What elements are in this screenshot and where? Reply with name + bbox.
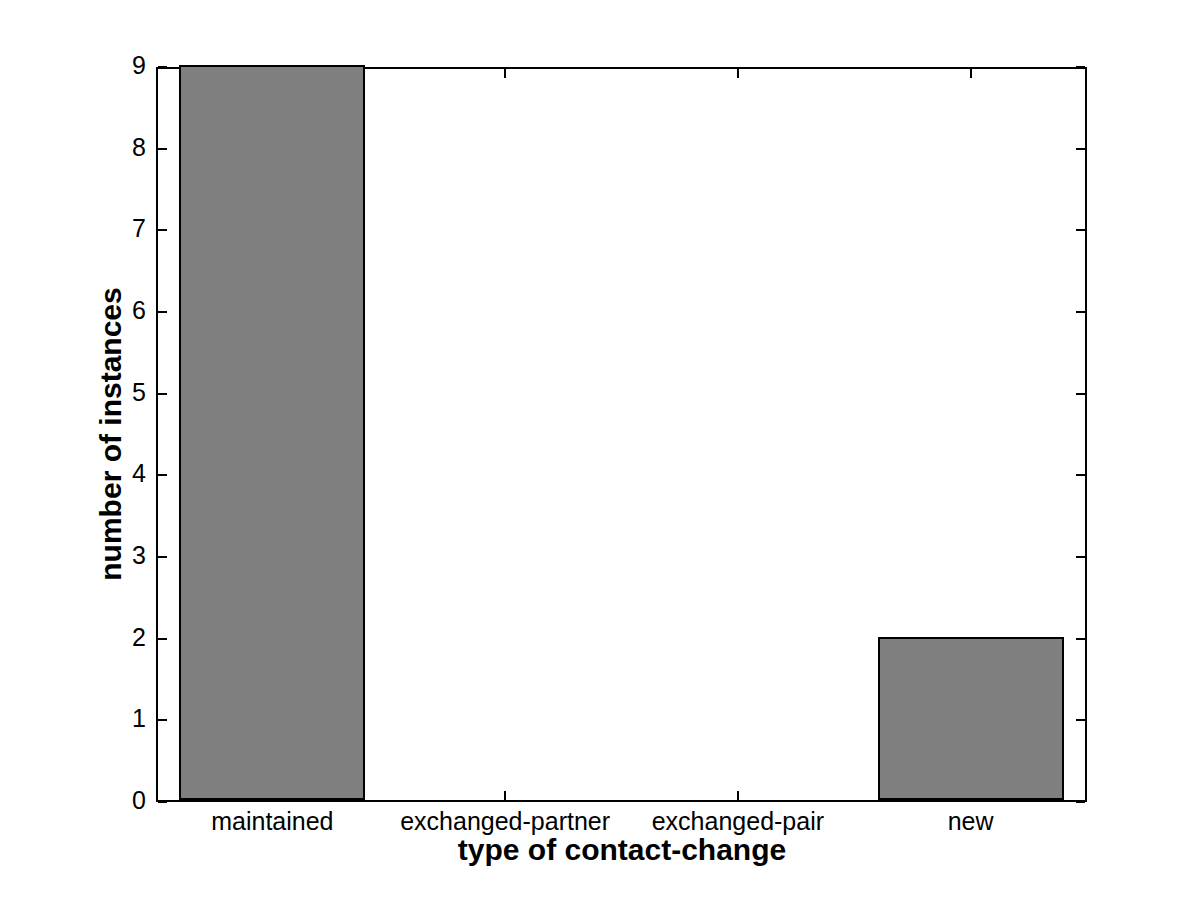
y-tick-left-4 (158, 474, 167, 476)
y-tick-left-3 (158, 556, 167, 558)
bar-maintained (179, 65, 365, 800)
y-tick-right-6 (1076, 311, 1085, 313)
plot-area (156, 67, 1087, 802)
y-tick-left-7 (158, 229, 167, 231)
y-tick-label-1: 1 (38, 703, 146, 733)
y-tick-label-6: 6 (38, 295, 146, 325)
x-tick-bottom-1 (504, 791, 506, 800)
y-tick-left-1 (158, 719, 167, 721)
x-tick-top-3 (970, 69, 972, 78)
y-tick-label-7: 7 (38, 213, 146, 243)
y-tick-right-3 (1076, 556, 1085, 558)
y-tick-label-3: 3 (38, 540, 146, 570)
y-tick-left-5 (158, 393, 167, 395)
y-tick-left-8 (158, 148, 167, 150)
y-tick-label-9: 9 (38, 50, 146, 80)
y-tick-left-6 (158, 311, 167, 313)
y-tick-right-2 (1076, 638, 1085, 640)
x-tick-bottom-2 (737, 791, 739, 800)
y-tick-label-4: 4 (38, 458, 146, 488)
y-tick-right-7 (1076, 229, 1085, 231)
x-tick-top-1 (504, 69, 506, 78)
y-tick-label-8: 8 (38, 132, 146, 162)
bar-new (878, 637, 1064, 800)
y-tick-right-4 (1076, 474, 1085, 476)
y-tick-right-9 (1076, 66, 1085, 68)
x-tick-label-3: new (801, 806, 1141, 836)
figure-canvas: type of contact-change number of instanc… (0, 0, 1201, 901)
x-axis-label: type of contact-change (272, 833, 972, 867)
y-axis-label: number of instances (94, 287, 128, 580)
y-tick-label-2: 2 (38, 622, 146, 652)
y-tick-right-1 (1076, 719, 1085, 721)
y-tick-label-5: 5 (38, 377, 146, 407)
x-tick-top-2 (737, 69, 739, 78)
y-tick-right-5 (1076, 393, 1085, 395)
y-tick-right-0 (1076, 801, 1085, 803)
y-tick-right-8 (1076, 148, 1085, 150)
y-tick-left-9 (158, 66, 167, 68)
y-tick-left-2 (158, 638, 167, 640)
y-tick-left-0 (158, 801, 167, 803)
